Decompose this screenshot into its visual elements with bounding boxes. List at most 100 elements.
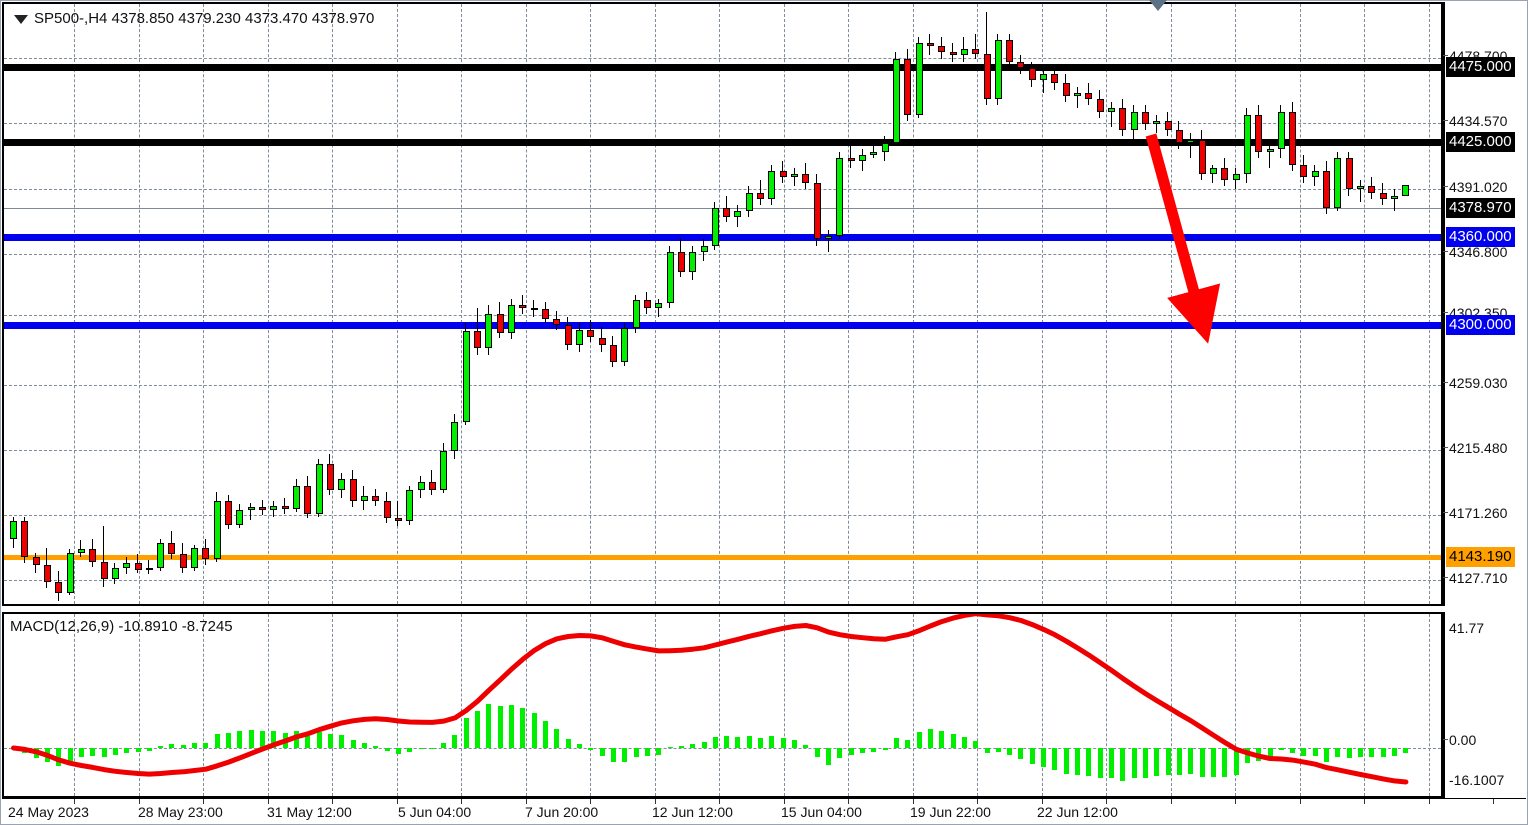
vertical-gridline — [396, 4, 398, 604]
price-axis[interactable]: 4478.700 4434.570 4391.020 4346.800 4302.350… — [1443, 2, 1526, 606]
candle — [1198, 4, 1206, 604]
candle-body-bearish — [609, 345, 617, 363]
candle-body-bullish — [915, 42, 923, 115]
price-level-tag[interactable]: 4300.000 — [1446, 315, 1515, 335]
candle — [21, 4, 29, 604]
macd-histogram-bar — [475, 711, 481, 748]
macd-histogram-bar — [1063, 748, 1069, 774]
level-line-resistance-4425[interactable] — [4, 139, 1441, 146]
candle — [949, 4, 957, 604]
level-line-support-4360[interactable] — [4, 234, 1441, 241]
candle — [349, 4, 357, 604]
vertical-gridline — [1235, 4, 1236, 604]
candle-wick — [261, 499, 263, 516]
candle-body-bullish — [700, 245, 708, 252]
candle-body-bullish — [825, 236, 833, 240]
level-line-support-4300[interactable] — [4, 322, 1441, 329]
price-level-tag[interactable]: 4378.970 — [1446, 198, 1515, 218]
macd-histogram-bar — [644, 748, 650, 757]
macd-histogram-bar — [871, 748, 877, 752]
time-axis-tick — [1299, 799, 1301, 804]
macd-histogram-bar — [486, 704, 492, 748]
candle-body-bearish — [202, 547, 210, 559]
macd-histogram-bar — [67, 748, 73, 762]
macd-histogram-bar — [226, 733, 232, 748]
macd-histogram-bar — [758, 737, 764, 748]
candle — [1334, 4, 1342, 604]
time-axis[interactable]: 24 May 2023 28 May 23:00 31 May 12:00 5 Jun… — [2, 798, 1526, 825]
candle-body-bearish — [496, 314, 504, 333]
price-level-tag[interactable]: 4143.190 — [1446, 547, 1515, 567]
price-axis-tick: 4391.020 — [1443, 180, 1507, 194]
macd-histogram-bar — [1007, 748, 1013, 756]
macd-axis-tick-label: 41.77 — [1449, 620, 1485, 636]
macd-histogram-bar — [316, 731, 322, 748]
price-chart-panel[interactable]: SP500-,H4 4378.850 4379.230 4373.470 437… — [2, 2, 1443, 606]
candle — [440, 4, 448, 604]
candle-body-bearish — [326, 463, 334, 491]
candle-body-bearish — [428, 482, 436, 491]
macd-histogram-bar — [1029, 748, 1035, 765]
horizontal-gridline — [4, 189, 1441, 190]
macd-histogram-bar — [565, 738, 571, 748]
candle-body-bearish — [304, 485, 312, 514]
candle-body-bullish — [157, 543, 165, 569]
candle-body-bearish — [383, 501, 391, 519]
macd-histogram-bar — [1143, 748, 1148, 778]
level-line-current-price-4378.970[interactable] — [4, 208, 1441, 209]
candle — [598, 4, 606, 604]
candle — [666, 4, 674, 604]
candle-body-bullish — [655, 303, 663, 308]
level-line-pivot-4143.190[interactable] — [4, 555, 1441, 560]
candle-body-bearish — [100, 561, 108, 580]
macd-histogram-bar — [826, 748, 832, 766]
candle — [451, 4, 459, 604]
vertical-gridline — [1106, 4, 1107, 604]
price-axis-tick-label: 4434.570 — [1449, 113, 1508, 129]
macd-panel[interactable]: MACD(12,26,9) -10.8910 -8.7245 — [2, 612, 1443, 798]
macd-histogram-bar — [1210, 748, 1216, 777]
macd-histogram-bar — [237, 730, 243, 748]
candle-body-bullish — [66, 552, 74, 594]
tick-dash — [1443, 447, 1448, 448]
macd-histogram-bar — [984, 748, 990, 753]
candle — [1108, 4, 1116, 604]
macd-histogram-bar — [327, 734, 333, 748]
vertical-gridline — [1041, 614, 1043, 796]
macd-histogram-bar — [746, 735, 752, 748]
price-level-tag[interactable]: 4360.000 — [1446, 227, 1515, 247]
tick-dash — [1443, 577, 1448, 578]
candle — [1017, 4, 1025, 604]
macd-histogram-bar — [667, 747, 673, 749]
level-line-resistance-4475[interactable] — [4, 64, 1441, 71]
candle — [168, 4, 176, 604]
vertical-gridline — [912, 614, 914, 796]
price-level-tag[interactable]: 4425.000 — [1446, 132, 1515, 152]
candle — [1164, 4, 1172, 604]
candle — [1391, 4, 1399, 604]
triangle-down-icon[interactable] — [14, 14, 28, 24]
candle — [474, 4, 482, 604]
candle-body-bullish — [1402, 184, 1410, 196]
macd-histogram-bar — [1097, 748, 1103, 779]
bearish-projection-arrow — [1145, 133, 1221, 344]
candle — [621, 4, 629, 604]
macd-histogram-bar — [554, 728, 560, 748]
candle-body-bullish — [576, 329, 583, 346]
price-axis-tick: 4259.030 — [1443, 376, 1507, 390]
candle — [417, 4, 425, 604]
candle — [791, 4, 799, 604]
chart-top-marker-icon[interactable] — [1149, 0, 1167, 11]
candle — [632, 4, 640, 604]
candle-body-bullish — [236, 510, 244, 525]
macd-histogram-bar — [1165, 748, 1171, 776]
candle-wick — [793, 167, 795, 187]
candle-body-bearish — [757, 192, 765, 199]
price-axis-tick: 4215.480 — [1443, 441, 1507, 455]
price-level-tag[interactable]: 4475.000 — [1446, 57, 1515, 77]
vertical-gridline — [138, 614, 140, 796]
candle-body-bullish — [1243, 114, 1251, 174]
vertical-gridline — [267, 4, 269, 604]
time-axis-tick — [525, 799, 527, 804]
candle-body-bullish — [960, 49, 968, 56]
